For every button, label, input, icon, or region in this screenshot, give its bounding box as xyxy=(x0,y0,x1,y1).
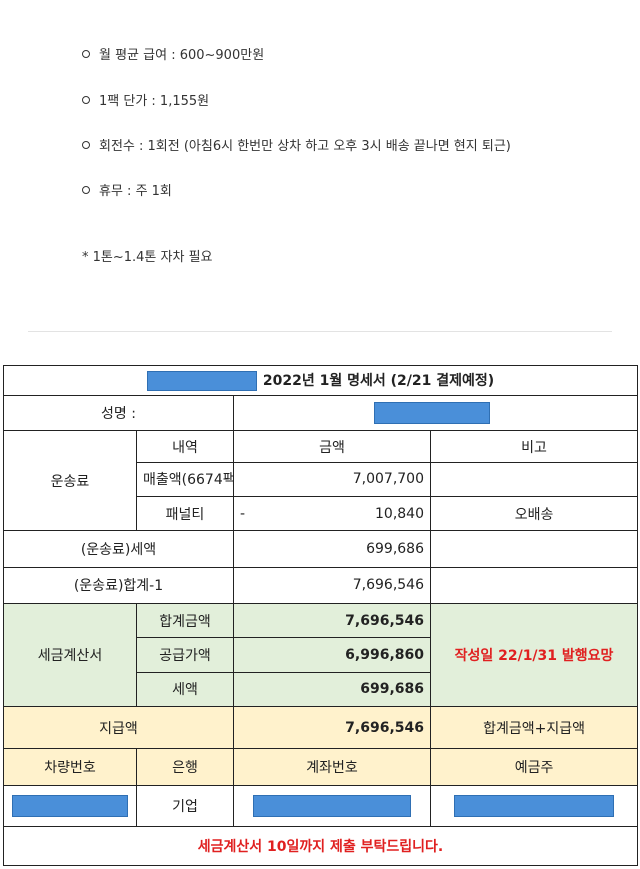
penalty-label: 패널티 xyxy=(136,495,234,532)
account-header: 계좌번호 xyxy=(233,748,431,786)
name-row: 성명 : xyxy=(3,395,639,432)
title-row: 2022년 1월 명세서 (2/21 결제예정) xyxy=(2,364,639,397)
sum-label: 합계금액 xyxy=(136,602,234,639)
account-header-row: 차량번호 은행 계좌번호 예금주 xyxy=(3,748,639,786)
name-label: 성명 : xyxy=(3,395,234,432)
vehicle-value-cell xyxy=(3,784,137,828)
freight-label: 운송료 xyxy=(3,430,137,532)
total1-amount: 7,696,546 xyxy=(233,566,431,604)
circle-bullet-icon xyxy=(82,96,90,104)
tax-remark xyxy=(429,530,639,568)
account-value-cell xyxy=(233,784,431,828)
sales-row: 매출액(6674팩) 7,007,700 xyxy=(4,461,639,497)
header-row: 운송료 내역 금액 비고 xyxy=(3,430,639,532)
header-amount: 금액 xyxy=(233,430,431,463)
holder-header: 예금주 xyxy=(429,748,639,786)
name-value-cell xyxy=(232,395,639,432)
bullet-unit-price: 1팩 단가 : 1,155원 xyxy=(82,90,209,109)
total1-row: (운송료)합계-1 7,696,546 xyxy=(3,566,639,604)
invoice-supply-row: 공급가액 6,996,860 xyxy=(4,637,638,673)
sales-label: 매출액(6674팩) xyxy=(136,461,234,497)
pay-statement-table: 2022년 1월 명세서 (2/21 결제예정) 성명 : 운송료 내역 금액 … xyxy=(2,364,639,866)
sales-remark xyxy=(429,461,639,497)
invoice-sum-row: 세금계산서 합계금액 7,696,546 작성일 22/1/31 발행요망 xyxy=(3,602,639,707)
footer-notice: 세금계산서 10일까지 제출 부탁드립니다. xyxy=(2,826,639,866)
payment-amount: 7,696,546 xyxy=(233,705,431,750)
invoice-remark: 작성일 22/1/31 발행요망 xyxy=(429,602,639,707)
payment-label: 지급액 xyxy=(3,705,234,750)
header-detail: 내역 xyxy=(136,430,234,463)
penalty-sign: - xyxy=(240,505,246,522)
circle-bullet-icon xyxy=(82,141,90,149)
supply-amount: 6,996,860 xyxy=(233,637,431,673)
bullet-salary: 월 평균 급여 : 600~900만원 xyxy=(82,44,264,63)
circle-bullet-icon xyxy=(82,50,90,58)
circle-bullet-icon xyxy=(82,186,90,194)
divider xyxy=(28,331,612,332)
redacted-name-box xyxy=(146,371,257,392)
footer-row: 세금계산서 10일까지 제출 부탁드립니다. xyxy=(2,826,639,866)
vehicle-header: 차량번호 xyxy=(3,748,137,786)
redacted-name-value xyxy=(374,402,490,425)
bank-value: 기업 xyxy=(136,784,234,828)
penalty-amount-cell: - 10,840 xyxy=(233,495,431,532)
payment-row: 지급액 7,696,546 합계금액+지급액 xyxy=(3,705,639,750)
vat-label: 세액 xyxy=(136,671,234,707)
statement-title-cell: 2022년 1월 명세서 (2/21 결제예정) xyxy=(2,364,639,397)
payment-remark: 합계금액+지급액 xyxy=(429,705,639,750)
statement-title: 2022년 1월 명세서 (2/21 결제예정) xyxy=(262,373,495,390)
invoice-label: 세금계산서 xyxy=(3,602,137,707)
penalty-remark: 오배송 xyxy=(429,495,639,532)
holder-value-cell xyxy=(429,784,639,828)
total1-label: (운송료)합계-1 xyxy=(3,566,234,604)
sales-amount: 7,007,700 xyxy=(233,461,431,497)
bullet-holiday: 휴무 : 주 1회 xyxy=(82,180,172,199)
supply-label: 공급가액 xyxy=(136,637,234,673)
total1-remark xyxy=(429,566,639,604)
header-remarks: 비고 xyxy=(429,430,639,463)
invoice-vat-row: 세액 699,686 xyxy=(4,671,638,707)
sum-amount: 7,696,546 xyxy=(233,602,431,639)
bullet-rotation: 회전수 : 1회전 (아침6시 한번만 상차 하고 오후 3시 배송 끝나면 현… xyxy=(82,135,511,154)
redacted-account-number xyxy=(253,795,411,818)
penalty-row: 패널티 - 10,840 오배송 xyxy=(4,495,639,532)
redacted-vehicle-number xyxy=(12,795,128,818)
tax-row: (운송료)세액 699,686 xyxy=(3,530,639,568)
penalty-amount: 10,840 xyxy=(375,505,424,522)
vehicle-note: * 1톤~1.4톤 자차 필요 xyxy=(82,250,213,265)
tax-label: (운송료)세액 xyxy=(3,530,234,568)
tax-amount: 699,686 xyxy=(233,530,431,568)
bank-header: 은행 xyxy=(136,748,234,786)
redacted-account-holder xyxy=(454,795,614,818)
account-value-row: 기업 xyxy=(3,784,639,828)
vat-amount: 699,686 xyxy=(233,671,431,707)
